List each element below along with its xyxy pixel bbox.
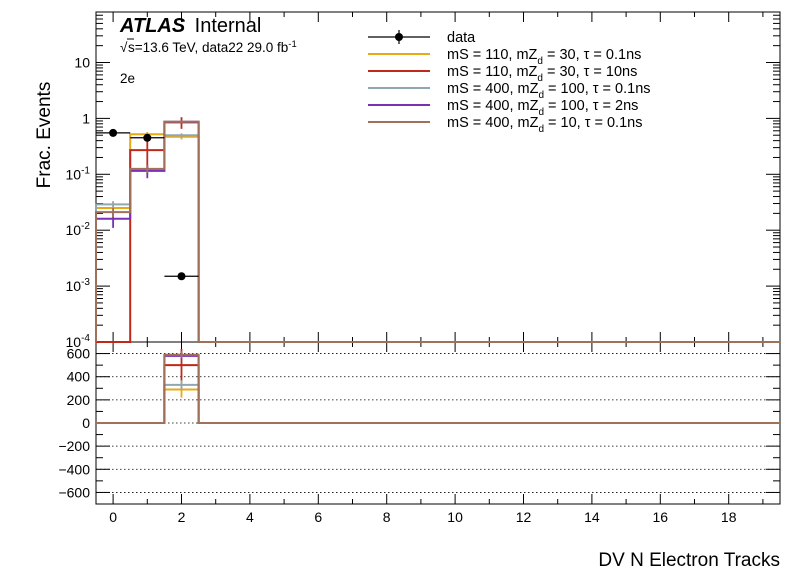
y-tick-label: 10-3 — [66, 277, 91, 294]
status-label: Internal — [195, 15, 262, 37]
energy-lumi-label: √ s=13.6 TeV, data22 29.0 fb-1 — [120, 38, 297, 55]
channel-label: 2e — [120, 71, 135, 86]
x-axis-label: DV N Electron Tracks — [598, 550, 780, 571]
ratio-tick-label: −400 — [58, 461, 90, 477]
legend-label: data — [447, 30, 476, 46]
energy-text: s=13.6 TeV, data22 29.0 fb-1 — [128, 39, 297, 55]
legend-label: mS = 400, mZd = 100, τ = 0.1ns — [447, 81, 651, 101]
data-points — [96, 128, 199, 281]
ratio-tick-label: −200 — [58, 438, 90, 454]
x-tick-label: 6 — [314, 509, 322, 525]
ratio-tick-label: −600 — [58, 484, 90, 500]
experiment-name: ATLAS — [119, 15, 186, 37]
x-tick-label: 12 — [516, 509, 532, 525]
series-histogram-4 — [95, 120, 780, 343]
series-histograms — [95, 117, 780, 343]
legend-label: mS = 110, mZd = 30, τ = 10ns — [447, 64, 637, 84]
x-tick-label: 10 — [447, 509, 463, 525]
ratio-histogram-4 — [96, 353, 780, 424]
y-tick-label: 10-1 — [66, 165, 91, 182]
x-tick-label: 2 — [178, 509, 186, 525]
x-tick-label: 16 — [653, 509, 669, 525]
x-tick-label: 8 — [383, 509, 391, 525]
y-tick-label: 10-2 — [66, 221, 91, 238]
y-tick-label: 1 — [82, 110, 90, 126]
y-tick-label: 10-4 — [66, 333, 91, 350]
x-tick-label: 14 — [584, 509, 600, 525]
data-point — [143, 133, 152, 142]
legend-label: mS = 400, mZd = 10, τ = 0.1ns — [447, 115, 642, 135]
x-tick-label: 0 — [109, 509, 117, 525]
legend-entry-4: mS = 400, mZd = 10, τ = 0.1ns — [368, 115, 642, 135]
x-axis-ticks: 0 2 4 6 8 10 12 14 16 18 — [109, 12, 764, 525]
legend-entry-2: mS = 400, mZd = 100, τ = 0.1ns — [368, 81, 651, 101]
top-axis-ticks: 10-4 10-3 10-2 10-1 1 10 — [66, 11, 780, 350]
data-point — [177, 272, 186, 281]
legend-entry-3: mS = 400, mZd = 100, τ = 2ns — [368, 98, 638, 118]
legend-entry-1: mS = 110, mZd = 30, τ = 10ns — [368, 64, 637, 84]
legend-label: mS = 400, mZd = 100, τ = 2ns — [447, 98, 638, 118]
ratio-tick-label: 600 — [67, 346, 91, 362]
ratio-tick-label: 0 — [82, 415, 90, 431]
legend-label: mS = 110, mZd = 30, τ = 0.1ns — [447, 47, 641, 67]
ratio-tick-label: 200 — [67, 392, 91, 408]
legend-entry-0: mS = 110, mZd = 30, τ = 0.1ns — [368, 47, 641, 67]
x-tick-label: 4 — [246, 509, 254, 525]
legend-entry-data: data — [368, 30, 476, 46]
y-axis-label: Frac. Events — [34, 82, 55, 189]
atlas-label: ATLAS Internal — [119, 15, 261, 37]
data-point — [109, 128, 118, 137]
ratio-axis-ticks: −600 −400 −200 0 200 400 600 — [58, 341, 780, 505]
ratio-histograms — [96, 348, 780, 424]
ratio-tick-label: 400 — [67, 369, 91, 385]
x-tick-label: 18 — [721, 509, 737, 525]
y-tick-label: 10 — [74, 54, 90, 70]
sqrt-sign: √ — [120, 40, 128, 55]
